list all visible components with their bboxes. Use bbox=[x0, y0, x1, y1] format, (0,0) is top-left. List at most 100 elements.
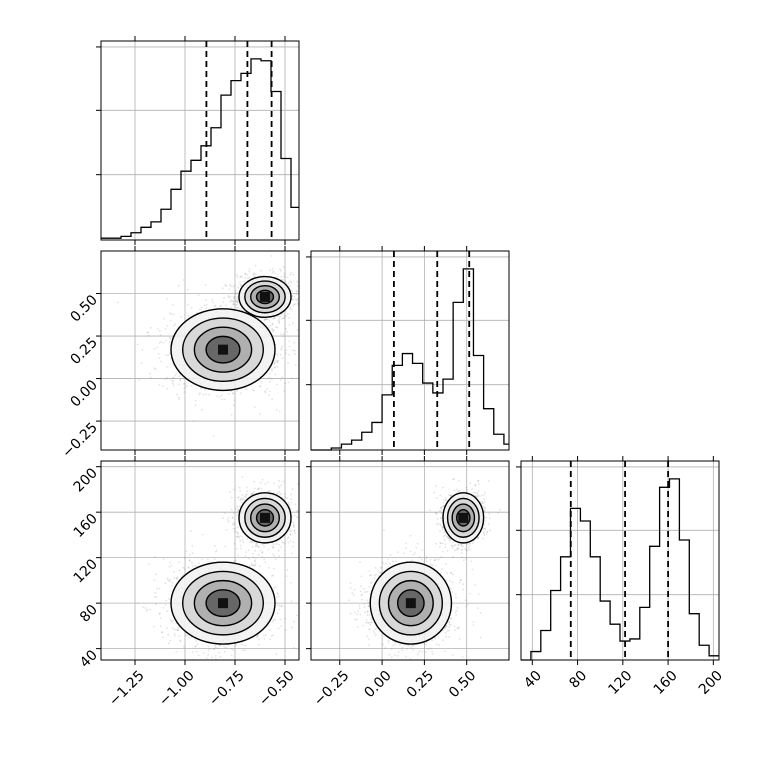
sample-point bbox=[260, 269, 262, 272]
sample-point bbox=[278, 555, 280, 557]
sample-point bbox=[283, 272, 286, 274]
sample-point bbox=[263, 634, 265, 637]
sample-point bbox=[296, 329, 299, 331]
sample-point bbox=[237, 286, 240, 289]
sample-point bbox=[244, 644, 247, 647]
sample-point bbox=[175, 372, 178, 375]
sample-point bbox=[233, 303, 236, 306]
sample-point bbox=[185, 550, 188, 552]
sample-point bbox=[240, 284, 243, 287]
sample-point bbox=[265, 317, 268, 320]
sample-point bbox=[284, 280, 287, 283]
sample-point bbox=[177, 396, 180, 399]
sample-point bbox=[276, 361, 279, 364]
sample-point bbox=[148, 563, 151, 566]
sample-point bbox=[149, 608, 152, 611]
sample-point bbox=[294, 298, 297, 301]
sample-point bbox=[183, 391, 186, 393]
sample-point bbox=[144, 607, 147, 609]
sample-point bbox=[250, 562, 253, 565]
sample-point bbox=[166, 610, 169, 612]
sample-point bbox=[230, 654, 233, 657]
sample-point bbox=[143, 662, 145, 664]
sample-point bbox=[169, 640, 172, 642]
sample-point bbox=[234, 284, 236, 287]
sample-point bbox=[257, 635, 259, 637]
sample-point bbox=[168, 580, 171, 583]
sample-point bbox=[249, 541, 251, 544]
sample-point bbox=[283, 316, 286, 319]
sample-point bbox=[208, 561, 211, 563]
sample-point bbox=[234, 292, 237, 294]
sample-point bbox=[314, 273, 316, 275]
density-peak bbox=[260, 291, 270, 302]
sample-point bbox=[233, 298, 236, 300]
sample-point bbox=[278, 410, 281, 413]
sample-point bbox=[268, 394, 270, 396]
sample-point bbox=[278, 479, 280, 482]
sample-point bbox=[175, 577, 178, 580]
sample-point bbox=[216, 673, 218, 675]
sample-point bbox=[225, 284, 228, 287]
sample-point bbox=[170, 619, 172, 622]
sample-point bbox=[183, 387, 186, 390]
sample-point bbox=[258, 565, 261, 567]
sample-point bbox=[153, 347, 156, 350]
sample-point bbox=[212, 301, 215, 304]
sample-point bbox=[213, 648, 216, 650]
sample-point bbox=[165, 354, 168, 357]
sample-point bbox=[236, 510, 239, 513]
sample-point bbox=[306, 621, 308, 623]
sample-point bbox=[281, 278, 283, 281]
sample-point bbox=[272, 619, 275, 622]
sample-point bbox=[250, 492, 253, 495]
sample-point bbox=[285, 629, 287, 631]
sample-point bbox=[191, 561, 193, 564]
sample-point bbox=[173, 313, 176, 316]
sample-point bbox=[167, 354, 170, 356]
sample-point bbox=[288, 317, 290, 319]
sample-point bbox=[184, 634, 187, 637]
sample-point bbox=[270, 255, 273, 257]
sample-point bbox=[282, 480, 285, 483]
sample-point bbox=[173, 635, 176, 637]
sample-point bbox=[263, 558, 266, 561]
sample-point bbox=[278, 268, 281, 271]
sample-point bbox=[245, 486, 248, 489]
sample-point bbox=[238, 486, 241, 489]
sample-point bbox=[284, 496, 287, 499]
sample-point bbox=[229, 491, 231, 494]
sample-point bbox=[141, 348, 144, 351]
sample-point bbox=[252, 388, 254, 391]
sample-point bbox=[235, 307, 238, 309]
sample-point bbox=[204, 393, 207, 396]
sample-point bbox=[257, 488, 259, 490]
sample-point bbox=[270, 635, 273, 637]
sample-point bbox=[252, 492, 255, 495]
sample-point bbox=[236, 276, 239, 278]
sample-point bbox=[294, 503, 297, 506]
sample-point bbox=[179, 379, 182, 382]
sample-point bbox=[223, 398, 226, 401]
sample-point bbox=[226, 519, 229, 521]
sample-point bbox=[176, 576, 179, 578]
sample-point bbox=[213, 305, 216, 308]
sample-point bbox=[158, 383, 161, 386]
sample-point bbox=[257, 545, 260, 548]
sample-point bbox=[140, 362, 143, 365]
sample-point bbox=[234, 295, 237, 298]
sample-point bbox=[213, 558, 216, 561]
sample-point bbox=[236, 297, 238, 300]
sample-point bbox=[278, 486, 281, 489]
sample-point bbox=[169, 319, 172, 322]
sample-point bbox=[244, 272, 247, 275]
sample-point bbox=[232, 300, 235, 303]
sample-point bbox=[197, 654, 200, 657]
sample-point bbox=[228, 288, 231, 290]
sample-point bbox=[279, 379, 282, 381]
sample-point bbox=[241, 494, 244, 496]
sample-point bbox=[261, 556, 263, 558]
sample-point bbox=[236, 535, 238, 538]
sample-point bbox=[282, 317, 285, 320]
sample-point bbox=[215, 550, 217, 553]
